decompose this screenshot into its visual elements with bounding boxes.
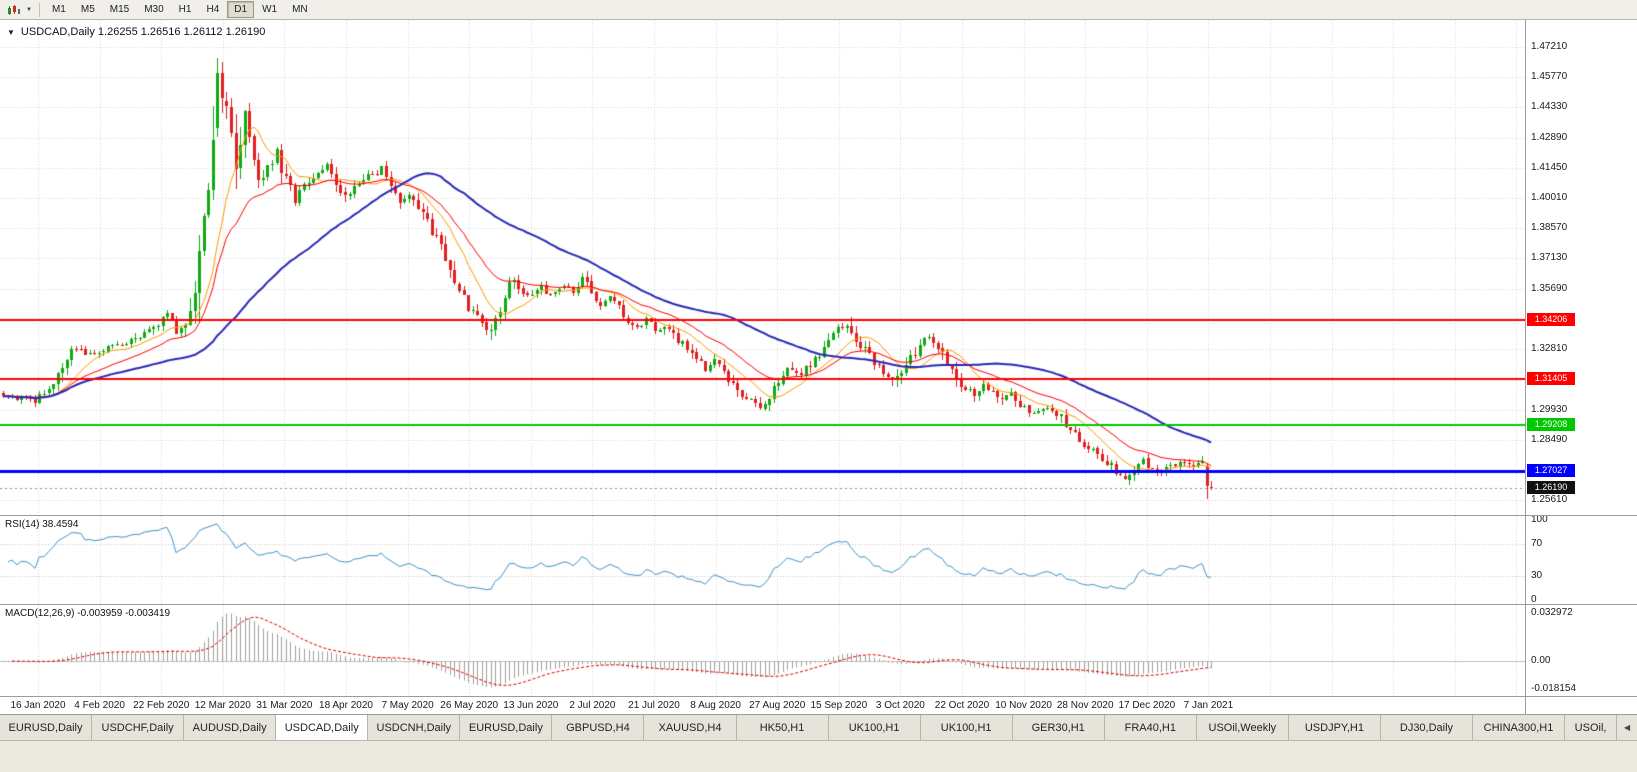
- price-axis-label: 1.29930: [1531, 403, 1568, 415]
- price-axis-label: 1.25610: [1531, 494, 1568, 506]
- chart-tab-uk100-h1[interactable]: UK100,H1: [920, 715, 1013, 740]
- timeframe-button-h1[interactable]: H1: [178, 4, 192, 15]
- date-axis-label: 22 Feb 2020: [133, 700, 190, 711]
- timeframe-button-h4[interactable]: H4: [206, 4, 220, 15]
- timeframe-button-m1[interactable]: M1: [51, 4, 66, 15]
- price-chart-canvas[interactable]: [0, 20, 1525, 515]
- timeframe-button-m15[interactable]: M15: [109, 4, 130, 15]
- chart-tab-usdcad-daily[interactable]: USDCAD,Daily: [276, 715, 369, 740]
- date-axis-label: 7 May 2020: [381, 700, 434, 711]
- timeframe-button-mn[interactable]: MN: [292, 4, 308, 15]
- macd-axis-max-label: 0.032972: [1531, 607, 1573, 618]
- date-axis-label: 28 Nov 2020: [1056, 700, 1114, 711]
- tab-scroll-icon[interactable]: ◀: [1623, 723, 1631, 732]
- current-price-badge: 1.26190: [1527, 481, 1575, 495]
- time-axis[interactable]: 16 Jan 2020 4 Feb 2020 22 Feb 2020 12 Mar 2…: [0, 697, 1525, 714]
- hline-price-badge: 1.34206: [1527, 312, 1575, 326]
- timeframe-button-m5[interactable]: M5: [80, 4, 95, 15]
- date-axis-label: 7 Jan 2021: [1183, 700, 1234, 711]
- price-axis-label: 1.37130: [1531, 252, 1568, 264]
- chart-tab-usdcnh-daily[interactable]: USDCNH,Daily: [368, 715, 461, 740]
- price-axis[interactable]: 1.47210 1.45770 1.44330 1.42890 1.41450 1.400…: [1525, 20, 1637, 714]
- rsi-axis-label: 30: [1531, 570, 1543, 581]
- chart-icon: [8, 4, 20, 15]
- hline-price-badge: 1.27027: [1527, 463, 1575, 477]
- price-axis-label: 1.32810: [1531, 343, 1568, 355]
- date-axis-label: 15 Sep 2020: [810, 700, 868, 711]
- one-click-trading-icon[interactable]: ▼: [7, 27, 15, 37]
- price-axis-label: 1.35690: [1531, 282, 1568, 294]
- toolbar: ▼ M1 M5 M15 M30 H1 H4 D1 W1 MN: [0, 0, 1637, 20]
- chart-type-dropdown-icon[interactable]: ▼: [26, 6, 32, 13]
- date-axis-label: 21 Jul 2020: [628, 700, 680, 711]
- chart-tab-ger30-h1[interactable]: GER30,H1: [1012, 715, 1105, 740]
- date-axis-label: 13 Jun 2020: [503, 700, 559, 711]
- chart-tab-china300-h1[interactable]: CHINA300,H1: [1473, 715, 1566, 740]
- date-axis-label: 26 May 2020: [440, 700, 499, 711]
- price-axis-label: 1.47210: [1531, 40, 1568, 52]
- hline-price-badge: 1.31405: [1527, 371, 1575, 385]
- date-axis-label: 3 Oct 2020: [875, 700, 925, 711]
- rsi-axis-label: 0: [1531, 594, 1537, 605]
- status-bar: [0, 740, 1637, 772]
- chart-symbol-ohlc: USDCAD,Daily 1.26255 1.26516 1.26112 1.2…: [20, 26, 266, 38]
- chart-tab-hk50-h1[interactable]: HK50,H1: [736, 715, 829, 740]
- rsi-indicator-canvas[interactable]: [0, 516, 1525, 604]
- pane-separator: [0, 696, 1637, 697]
- price-axis-label: 1.38570: [1531, 222, 1568, 234]
- date-axis-label: 10 Nov 2020: [995, 700, 1052, 711]
- chart-tab-gbpusd-h4[interactable]: GBPUSD,H4: [552, 715, 645, 740]
- price-axis-label: 1.42890: [1531, 131, 1568, 143]
- timeframe-button-w1[interactable]: W1: [262, 4, 278, 15]
- chart-tab-usoil[interactable]: USOil,: [1565, 715, 1618, 740]
- price-axis-label: 1.28490: [1531, 433, 1568, 445]
- timeframe-buttons: M1 M5 M15 M30 H1 H4 D1 W1 MN: [45, 1, 315, 18]
- timeframe-button-d1[interactable]: D1: [227, 1, 255, 18]
- chart-tab-fra40-h1[interactable]: FRA40,H1: [1104, 715, 1197, 740]
- date-axis-label: 22 Oct 2020: [934, 700, 990, 711]
- date-axis-label: 18 Apr 2020: [319, 700, 373, 711]
- chart-tab-bar: EURUSD,Daily USDCHF,Daily AUDUSD,Daily USDC…: [0, 714, 1637, 740]
- pane-separator[interactable]: [0, 515, 1637, 516]
- pane-separator[interactable]: [0, 604, 1637, 605]
- chart-tab-uk100-h1[interactable]: UK100,H1: [828, 715, 921, 740]
- timeframe-button-m30[interactable]: M30: [144, 4, 164, 15]
- price-axis-label: 1.41450: [1531, 161, 1568, 173]
- macd-indicator-canvas[interactable]: [0, 605, 1525, 696]
- chart-tab-usoil-weekly[interactable]: USOil,Weekly: [1196, 715, 1289, 740]
- macd-label: MACD(12,26,9) -0.003959 -0.003419: [5, 608, 171, 619]
- toolbar-separator: [38, 2, 40, 17]
- chart-title: ▼ USDCAD,Daily 1.26255 1.26516 1.26112 1…: [7, 26, 265, 38]
- chart-tab-xauusd-h4[interactable]: XAUUSD,H4: [644, 715, 737, 740]
- chart-tab-usdchf-daily[interactable]: USDCHF,Daily: [92, 715, 185, 740]
- price-axis-label: 1.40010: [1531, 191, 1568, 203]
- rsi-axis-label: 100: [1531, 514, 1548, 525]
- hline-price-badge: 1.29208: [1527, 417, 1575, 431]
- date-axis-label: 2 Jul 2020: [569, 700, 616, 711]
- chart-tab-audusd-daily[interactable]: AUDUSD,Daily: [184, 715, 277, 740]
- rsi-axis-label: 70: [1531, 538, 1543, 549]
- date-axis-label: 27 Aug 2020: [749, 700, 806, 711]
- chart-tab-eurusd-daily[interactable]: EURUSD,Daily: [0, 715, 93, 740]
- date-axis-label: 16 Jan 2020: [10, 700, 66, 711]
- date-axis-label: 31 Mar 2020: [256, 700, 313, 711]
- price-axis-label: 1.44330: [1531, 101, 1568, 113]
- price-axis-label: 1.45770: [1531, 71, 1568, 83]
- date-axis-label: 4 Feb 2020: [74, 700, 125, 711]
- chart-tab-dj30-daily[interactable]: DJ30,Daily: [1380, 715, 1473, 740]
- macd-axis-min-label: -0.018154: [1531, 683, 1577, 694]
- chart-tab-eurusd-daily[interactable]: EURUSD,Daily: [460, 715, 553, 740]
- rsi-label: RSI(14) 38.4594: [5, 519, 79, 530]
- chart-type-icon[interactable]: [4, 2, 24, 18]
- date-axis-label: 17 Dec 2020: [1118, 700, 1176, 711]
- date-axis-label: 8 Aug 2020: [690, 700, 741, 711]
- chart-tab-usdjpy-h1[interactable]: USDJPY,H1: [1288, 715, 1381, 740]
- date-axis-label: 12 Mar 2020: [194, 700, 251, 711]
- macd-axis-zero-label: 0.00: [1531, 655, 1551, 667]
